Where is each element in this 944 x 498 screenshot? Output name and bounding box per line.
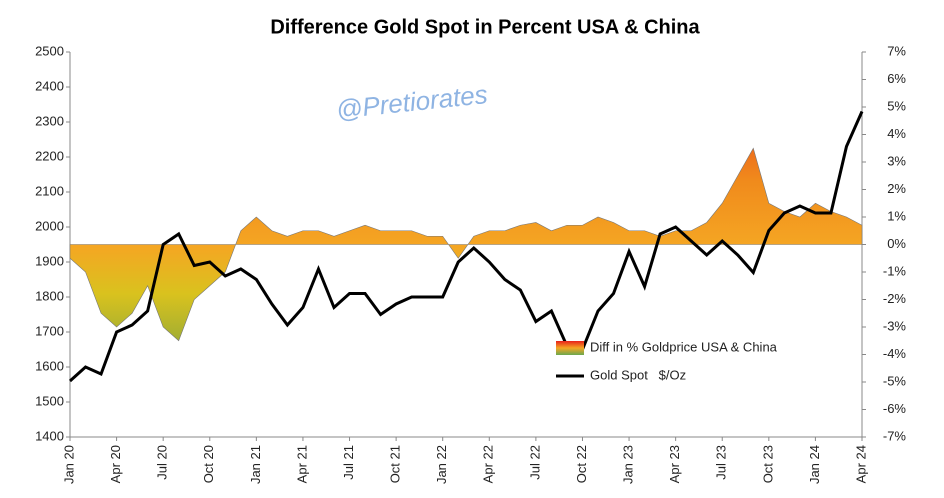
y-tick-label: 2300 xyxy=(35,113,64,128)
y2-tick-label: -4% xyxy=(883,346,907,361)
x-tick-label: Jul 21 xyxy=(341,445,356,480)
y2-tick-label: 3% xyxy=(887,153,906,168)
y2-tick-label: -7% xyxy=(883,428,907,443)
watermark: @Pretiorates xyxy=(335,79,489,125)
y-tick-label: 1700 xyxy=(35,323,64,338)
y-tick-label: 1500 xyxy=(35,393,64,408)
y-tick-label: 2400 xyxy=(35,78,64,93)
x-tick-label: Oct 20 xyxy=(201,445,216,483)
legend-label: Gold Spot $/Oz xyxy=(590,367,686,382)
x-tick-label: Jan 23 xyxy=(620,445,635,484)
y-tick-label: 2100 xyxy=(35,183,64,198)
area xyxy=(69,147,863,342)
y2-tick-label: -5% xyxy=(883,373,907,388)
x-tick-label: Jan 24 xyxy=(807,445,822,484)
y2-tick-label: 7% xyxy=(887,43,906,58)
y-tick-label: 2500 xyxy=(35,43,64,58)
x-tick-label: Oct 23 xyxy=(760,445,775,483)
y-tick-label: 2000 xyxy=(35,218,64,233)
x-tick-label: Oct 22 xyxy=(574,445,589,483)
y2-tick-label: 2% xyxy=(887,181,906,196)
x-tick-label: Oct 21 xyxy=(388,445,403,483)
y2-tick-label: -2% xyxy=(883,291,907,306)
x-tick-label: Jul 20 xyxy=(155,445,170,480)
x-tick-label: Apr 22 xyxy=(481,445,496,483)
x-tick-label: Apr 24 xyxy=(853,445,868,483)
y-tick-label: 2200 xyxy=(35,148,64,163)
x-tick-label: Apr 20 xyxy=(108,445,123,483)
x-tick-label: Jul 22 xyxy=(527,445,542,480)
chart-title: Difference Gold Spot in Percent USA & Ch… xyxy=(270,16,700,38)
x-tick-label: Jan 20 xyxy=(61,445,76,484)
y2-tick-label: -1% xyxy=(883,263,907,278)
y2-tick-label: -6% xyxy=(883,401,907,416)
legend-label: Diff in % Goldprice USA & China xyxy=(590,339,778,354)
line xyxy=(68,110,864,383)
y-tick-label: 1600 xyxy=(35,358,64,373)
legend-swatch xyxy=(556,341,584,355)
x-tick-label: Apr 23 xyxy=(667,445,682,483)
x-tick-label: Jan 22 xyxy=(434,445,449,484)
y-tick-label: 1900 xyxy=(35,253,64,268)
x-tick-label: Jan 21 xyxy=(248,445,263,484)
y2-tick-label: 4% xyxy=(887,126,906,141)
y2-tick-label: 6% xyxy=(887,71,906,86)
x-tick-label: Apr 21 xyxy=(294,445,309,483)
y2-tick-label: -3% xyxy=(883,318,907,333)
y2-tick-label: 1% xyxy=(887,208,906,223)
x-tick-label: Jul 23 xyxy=(714,445,729,480)
y2-tick-label: 0% xyxy=(887,236,906,251)
y-tick-label: 1800 xyxy=(35,288,64,303)
y2-tick-label: 5% xyxy=(887,98,906,113)
y-tick-label: 1400 xyxy=(35,428,64,443)
